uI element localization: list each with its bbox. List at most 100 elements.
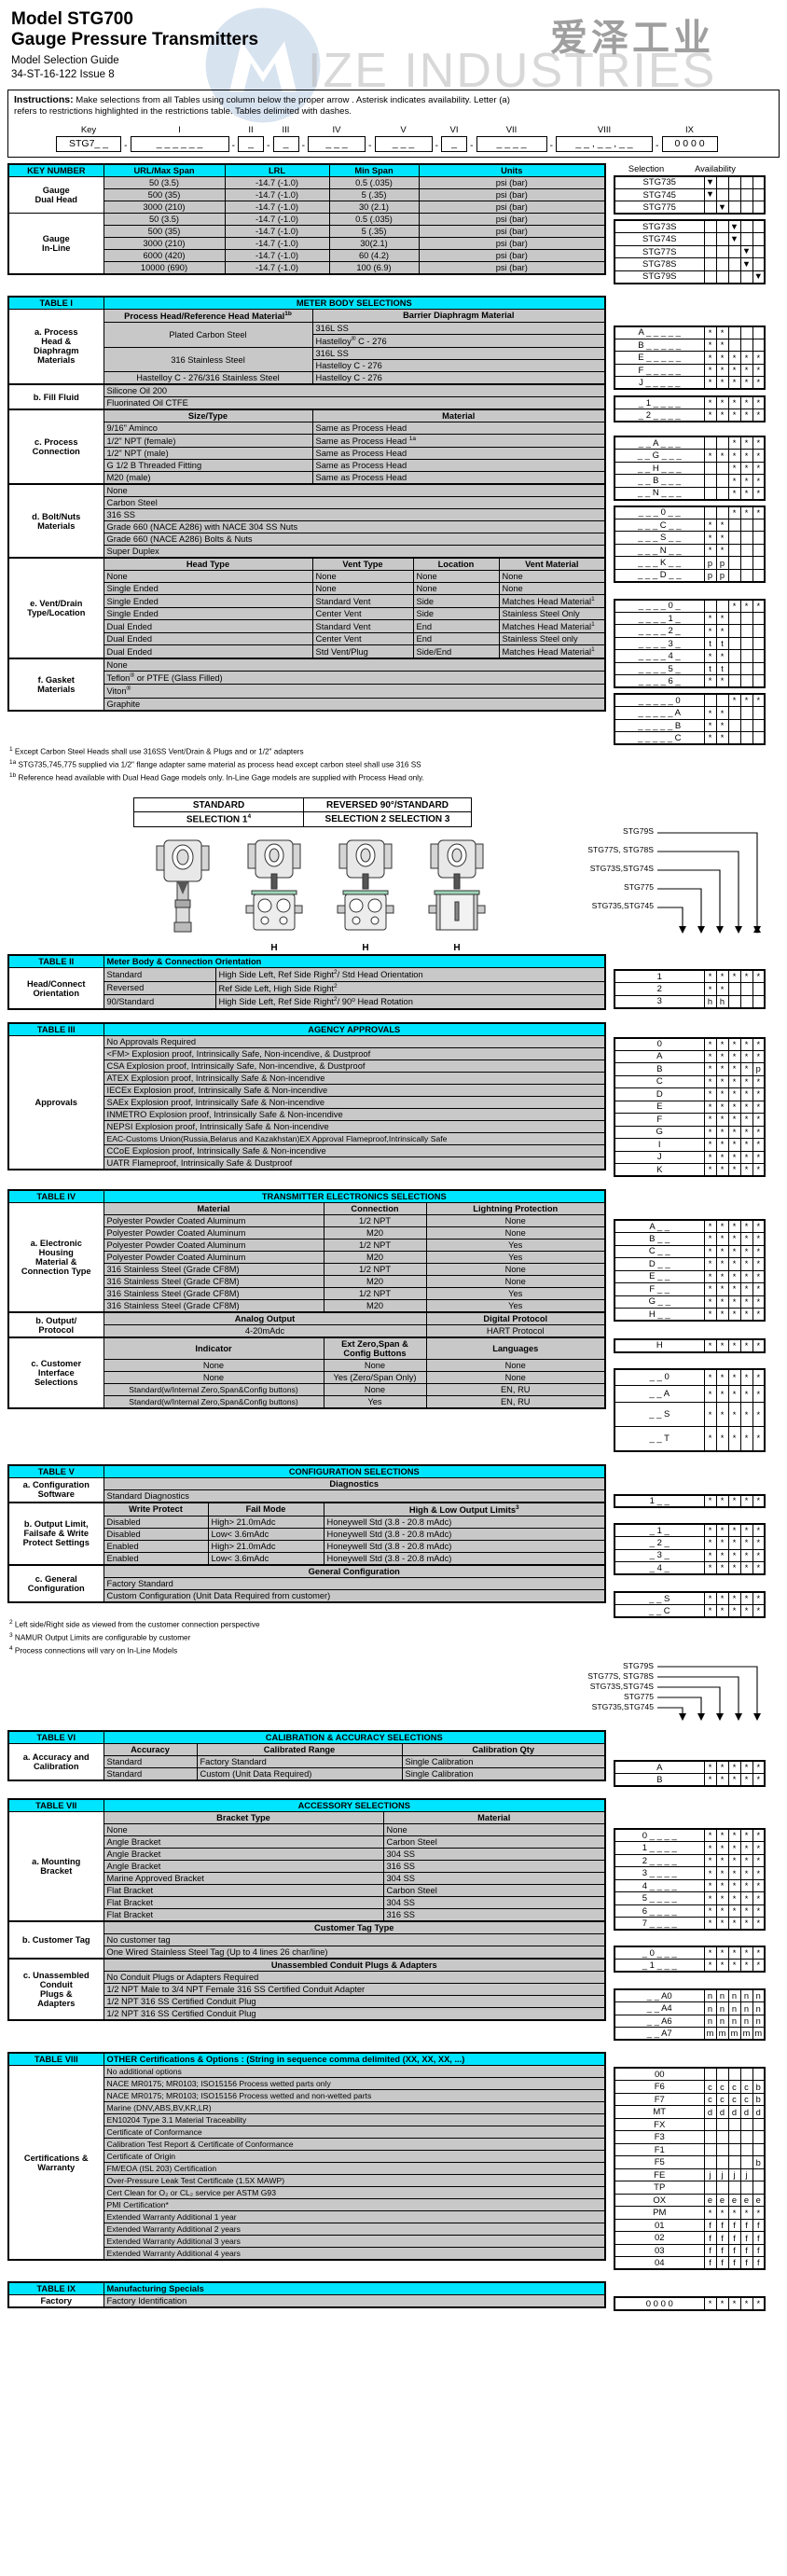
selection-code[interactable]: K bbox=[614, 1163, 705, 1177]
selection-code[interactable]: _ _ _ _ 6 _ bbox=[614, 674, 705, 688]
selection-row[interactable]: STG73S ▼ bbox=[614, 219, 766, 234]
selection-code[interactable]: STG77S bbox=[614, 244, 705, 259]
selection-code[interactable]: A bbox=[614, 1760, 705, 1775]
selection-row[interactable]: MT d d d d d bbox=[614, 2105, 766, 2119]
selection-row[interactable]: G _ _ * * * * * bbox=[614, 1295, 766, 1309]
key-number-selection-grid-inline[interactable]: STG73S ▼ STG74S ▼ bbox=[614, 219, 766, 284]
selection-row[interactable]: J * * * * * bbox=[614, 1150, 766, 1165]
selection-code[interactable]: _ _ N _ _ _ bbox=[614, 486, 705, 501]
selection-code[interactable]: _ 1 _ _ _ _ bbox=[614, 395, 705, 410]
selection-code[interactable]: STG775 bbox=[614, 201, 705, 215]
key-number-selection-grid-dual[interactable]: STG735 ▼ STG745 ▼ bbox=[614, 174, 766, 215]
key-input-i[interactable]: _ _ _ _ _ _ bbox=[130, 135, 229, 152]
table-6-selection-grid[interactable]: A * * * * * B * * * * * bbox=[614, 1760, 766, 1788]
selection-row[interactable]: F _ _ _ _ _ * * * * * bbox=[614, 363, 766, 378]
selection-row[interactable]: _ _ C * * * * * bbox=[614, 1604, 766, 1618]
selection-code[interactable]: E _ _ bbox=[614, 1269, 705, 1284]
selection-row[interactable]: 02 f f f f f bbox=[614, 2231, 766, 2245]
selection-code[interactable]: _ _ _ K _ _ bbox=[614, 556, 705, 570]
selection-code[interactable]: G _ _ bbox=[614, 1295, 705, 1309]
selection-code[interactable]: 5 _ _ _ _ bbox=[614, 1891, 705, 1905]
selection-code[interactable]: FE bbox=[614, 2167, 705, 2182]
table-5a-selection-grid[interactable]: 1 _ _ * * * * * bbox=[614, 1493, 766, 1509]
selection-row[interactable]: STG79S ▼ bbox=[614, 270, 766, 284]
selection-code[interactable]: 2 bbox=[614, 982, 705, 996]
selection-code[interactable]: TP bbox=[614, 2181, 705, 2195]
selection-row[interactable]: _ _ _ _ 2 _ * * bbox=[614, 624, 766, 638]
selection-row[interactable]: 0 0 0 0 * * * * * bbox=[614, 2296, 766, 2311]
selection-code[interactable]: _ 0 _ _ _ bbox=[614, 1946, 705, 1960]
selection-row[interactable]: _ _ G _ _ _ * * * * * bbox=[614, 449, 766, 463]
selection-row[interactable]: 0 * * * * * bbox=[614, 1037, 766, 1051]
selection-code[interactable]: C _ _ bbox=[614, 1244, 705, 1259]
selection-code[interactable]: A _ _ _ _ _ bbox=[614, 325, 705, 339]
selection-code[interactable]: C bbox=[614, 1074, 705, 1089]
selection-code[interactable]: _ _ _ _ _ B bbox=[614, 718, 705, 733]
selection-code[interactable]: 6 _ _ _ _ bbox=[614, 1904, 705, 1918]
selection-row[interactable]: J _ _ _ _ _ * * * * * bbox=[614, 376, 766, 390]
selection-row[interactable]: _ _ _ _ 1 _ * * bbox=[614, 611, 766, 626]
selection-code[interactable]: F5 bbox=[614, 2155, 705, 2169]
selection-row[interactable]: _ _ _ 0 _ _ * * * bbox=[614, 506, 766, 519]
table-4c-selection-grid[interactable]: _ _ 0 * * * * * _ _ A * * * * * _ _ S * * * * * _ _ T * *… bbox=[614, 1367, 766, 1452]
selection-row[interactable]: F5 b bbox=[614, 2155, 766, 2169]
selection-row[interactable]: G * * * * * bbox=[614, 1125, 766, 1140]
selection-row[interactable]: _ _ A * * * * * bbox=[614, 1385, 766, 1404]
selection-row[interactable]: 5 _ _ _ _ * * * * * bbox=[614, 1891, 766, 1905]
selection-code[interactable]: A _ _ bbox=[614, 1219, 705, 1234]
selection-code[interactable]: 02 bbox=[614, 2231, 705, 2245]
selection-row[interactable]: 1 _ _ * * * * * bbox=[614, 1494, 766, 1508]
key-input-key[interactable]: STG7_ _ bbox=[56, 135, 121, 152]
selection-row[interactable]: _ _ _ N _ _ * * bbox=[614, 543, 766, 558]
selection-row[interactable]: _ _ _ _ _ B * * bbox=[614, 718, 766, 733]
selection-row[interactable]: _ _ B _ _ _ * * * bbox=[614, 474, 766, 488]
selection-code[interactable]: _ _ S bbox=[614, 1402, 705, 1428]
selection-row[interactable]: 03 f f f f f bbox=[614, 2243, 766, 2258]
selection-code[interactable]: F _ _ bbox=[614, 1282, 705, 1296]
selection-row[interactable]: C * * * * * bbox=[614, 1074, 766, 1089]
selection-row[interactable]: E * * * * * bbox=[614, 1100, 766, 1115]
selection-row[interactable]: _ _ H _ _ _ * * * bbox=[614, 461, 766, 476]
selection-code[interactable]: _ _ G _ _ _ bbox=[614, 449, 705, 463]
selection-row[interactable]: 2 _ _ _ _ * * * * * bbox=[614, 1853, 766, 1868]
selection-code[interactable]: _ 3 _ bbox=[614, 1548, 705, 1563]
selection-code[interactable]: 4 _ _ _ _ bbox=[614, 1878, 705, 1893]
selection-row[interactable]: 2 * * bbox=[614, 982, 766, 996]
table-4a-selection-grid[interactable]: A _ _ * * * * * B _ _ * * * * * C _ _ * * * * * D _ _ * *… bbox=[614, 1219, 766, 1323]
selection-row[interactable]: STG745 ▼ bbox=[614, 187, 766, 202]
selection-row[interactable]: _ 1 _ _ _ * * * * * bbox=[614, 1959, 766, 1973]
table-5c-selection-grid[interactable]: _ _ S * * * * * _ _ C * * * * * bbox=[614, 1591, 766, 1619]
selection-code[interactable]: _ _ _ D _ _ bbox=[614, 568, 705, 583]
selection-row[interactable]: 7 _ _ _ _ * * * * * bbox=[614, 1917, 766, 1931]
selection-code[interactable]: STG73S bbox=[614, 219, 705, 234]
selection-row[interactable]: STG78S ▼ bbox=[614, 257, 766, 271]
selection-row[interactable]: A _ _ * * * * * bbox=[614, 1219, 766, 1234]
table-3-selection-grid[interactable]: 0 * * * * * A * * * * * B * * * * p C * * * * * D * * * * * E * * * *… bbox=[614, 1036, 766, 1178]
key-input-viii[interactable]: _ _ , _ _ , _ _ bbox=[556, 135, 653, 152]
selection-code[interactable]: B _ _ bbox=[614, 1232, 705, 1246]
selection-code[interactable]: 0 bbox=[614, 1037, 705, 1051]
selection-row[interactable]: F6 c c c c b bbox=[614, 2080, 766, 2094]
selection-row[interactable]: K * * * * * bbox=[614, 1163, 766, 1177]
selection-row[interactable]: _ _ _ _ 3 _ t t bbox=[614, 636, 766, 651]
selection-code[interactable]: _ 1 _ bbox=[614, 1523, 705, 1538]
selection-row[interactable]: F _ _ * * * * * bbox=[614, 1282, 766, 1296]
selection-row[interactable]: 01 f f f f f bbox=[614, 2218, 766, 2233]
selection-row[interactable]: _ _ _ _ _ 0 * * * bbox=[614, 693, 766, 708]
selection-row[interactable]: 1 _ _ _ _ * * * * * bbox=[614, 1841, 766, 1855]
selection-row[interactable]: _ _ A7 m m m m m bbox=[614, 2027, 766, 2041]
selection-row[interactable]: F * * * * * bbox=[614, 1113, 766, 1127]
selection-code[interactable]: D _ _ bbox=[614, 1257, 705, 1271]
selection-code[interactable]: FX bbox=[614, 2117, 705, 2132]
selection-code[interactable]: J _ _ _ _ _ bbox=[614, 376, 705, 390]
selection-row[interactable]: _ _ _ _ _ C * * bbox=[614, 731, 766, 745]
selection-row[interactable]: _ _ _ _ 6 _ * * bbox=[614, 674, 766, 688]
selection-row[interactable]: E _ _ * * * * * bbox=[614, 1269, 766, 1284]
selection-row[interactable]: _ _ S * * * * * bbox=[614, 1591, 766, 1606]
selection-code[interactable]: 00 bbox=[614, 2067, 705, 2082]
selection-row[interactable]: _ _ _ _ _ A * * bbox=[614, 706, 766, 720]
selection-code[interactable]: _ _ _ _ 2 _ bbox=[614, 624, 705, 638]
selection-code[interactable]: _ _ H _ _ _ bbox=[614, 461, 705, 476]
selection-code[interactable]: _ _ _ _ 0 _ bbox=[614, 599, 705, 613]
